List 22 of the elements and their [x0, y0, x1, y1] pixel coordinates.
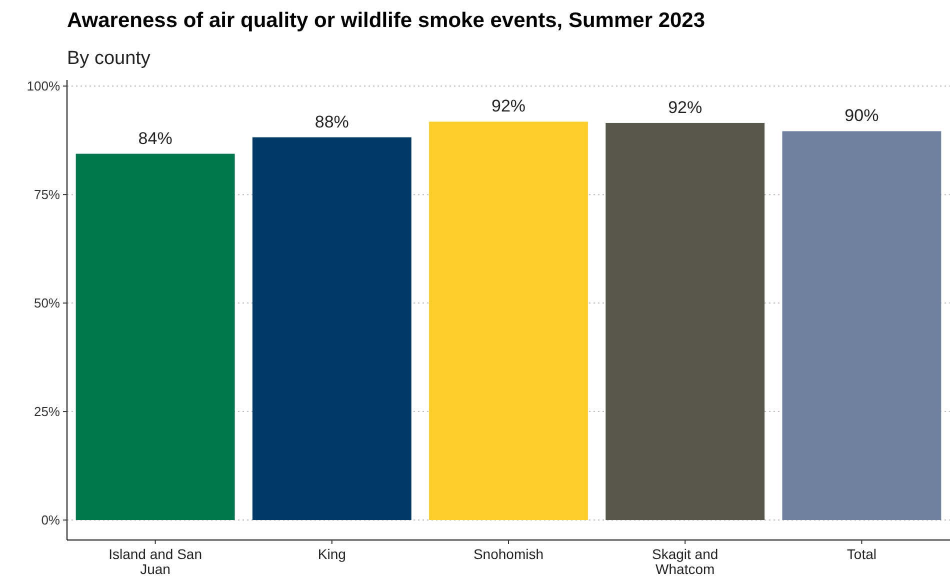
bar	[782, 131, 942, 520]
bar	[606, 122, 765, 520]
chart-title: Awareness of air quality or wildlife smoke events, Summer 2023	[67, 9, 706, 32]
chart-subtitle: By county	[67, 48, 151, 69]
x-tick-label: Snohomish	[473, 546, 544, 562]
bar	[429, 122, 588, 520]
data-label: 92%	[491, 96, 526, 116]
y-tick-label: 25%	[34, 404, 60, 420]
y-tick-label: 100%	[26, 78, 60, 94]
y-tick-label: 75%	[34, 187, 60, 202]
data-label: 88%	[314, 112, 349, 132]
bar	[76, 154, 235, 520]
y-tick-label: 0%	[41, 512, 60, 528]
data-label: 92%	[668, 98, 702, 117]
bar	[252, 137, 412, 520]
data-label: 84%	[138, 128, 172, 148]
y-tick-label: 50%	[34, 296, 60, 311]
x-tick-label: Skagit and Whatcom	[652, 546, 718, 577]
x-tick-label: King	[318, 546, 346, 562]
x-tick-label: Total	[846, 546, 876, 562]
data-label: 90%	[844, 106, 879, 126]
x-tick-label: Island and San Juan	[108, 546, 202, 577]
